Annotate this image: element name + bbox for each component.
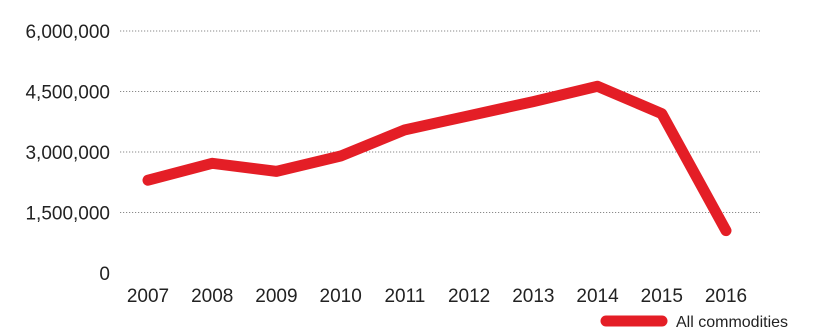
x-tick-label: 2016 bbox=[705, 286, 747, 307]
data-point-2014 bbox=[597, 85, 599, 87]
y-tick-label: 4,500,000 bbox=[25, 83, 110, 104]
series-line-all-commodities bbox=[142, 80, 732, 237]
x-tick-label: 2012 bbox=[448, 286, 490, 307]
x-tick-label: 2007 bbox=[127, 286, 169, 307]
data-point-2015 bbox=[661, 113, 663, 115]
x-tick-label: 2009 bbox=[255, 286, 297, 307]
legend-label-all-commodities: All commodities bbox=[676, 314, 788, 331]
y-tick-label: 0 bbox=[99, 264, 110, 285]
data-point-2012 bbox=[468, 115, 470, 117]
y-tick-label: 1,500,000 bbox=[25, 204, 110, 225]
data-point-2013 bbox=[532, 101, 534, 103]
data-point-2007 bbox=[147, 179, 149, 181]
x-tick-label: 2011 bbox=[384, 286, 425, 307]
data-point-2016 bbox=[725, 230, 727, 232]
data-point-2011 bbox=[404, 129, 406, 131]
x-tick-label: 2013 bbox=[512, 286, 554, 307]
x-tick-label: 2015 bbox=[641, 286, 683, 307]
x-tick-label: 2014 bbox=[576, 286, 619, 307]
y-axis-tick-labels: 0 1,500,000 3,000,000 4,500,000 6,000,000 bbox=[25, 22, 110, 285]
x-tick-label: 2010 bbox=[320, 286, 362, 307]
x-axis-tick-labels: 2007 2008 2009 2010 2011 2012 2013 2014 2015 2016 bbox=[127, 286, 747, 307]
y-tick-label: 6,000,000 bbox=[25, 22, 110, 43]
y-tick-label: 3,000,000 bbox=[25, 143, 110, 164]
data-point-2009 bbox=[275, 170, 277, 172]
x-tick-label: 2008 bbox=[191, 286, 233, 307]
legend: All commodities bbox=[600, 314, 788, 331]
series-layer bbox=[142, 80, 732, 237]
data-point-2010 bbox=[340, 155, 342, 157]
data-point-2008 bbox=[211, 162, 213, 164]
